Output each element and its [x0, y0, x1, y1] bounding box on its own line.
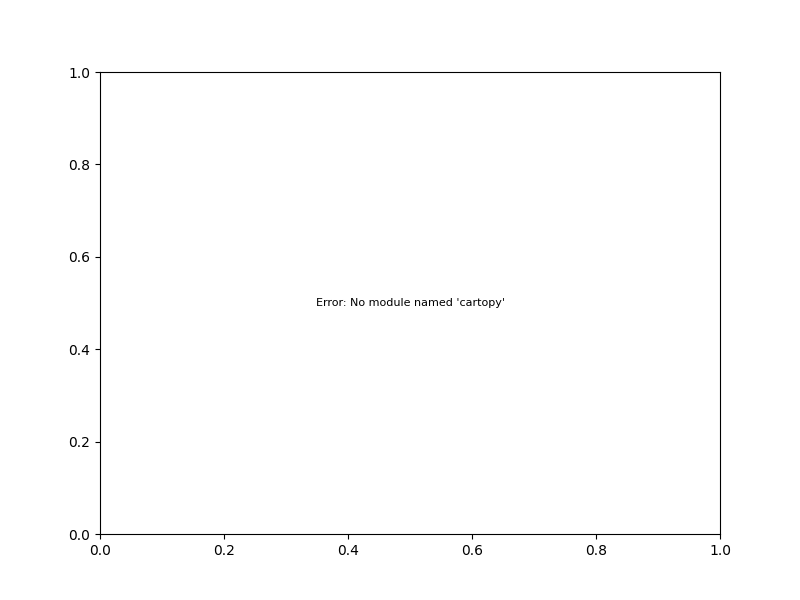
Text: Error: No module named 'cartopy': Error: No module named 'cartopy' [315, 298, 505, 308]
